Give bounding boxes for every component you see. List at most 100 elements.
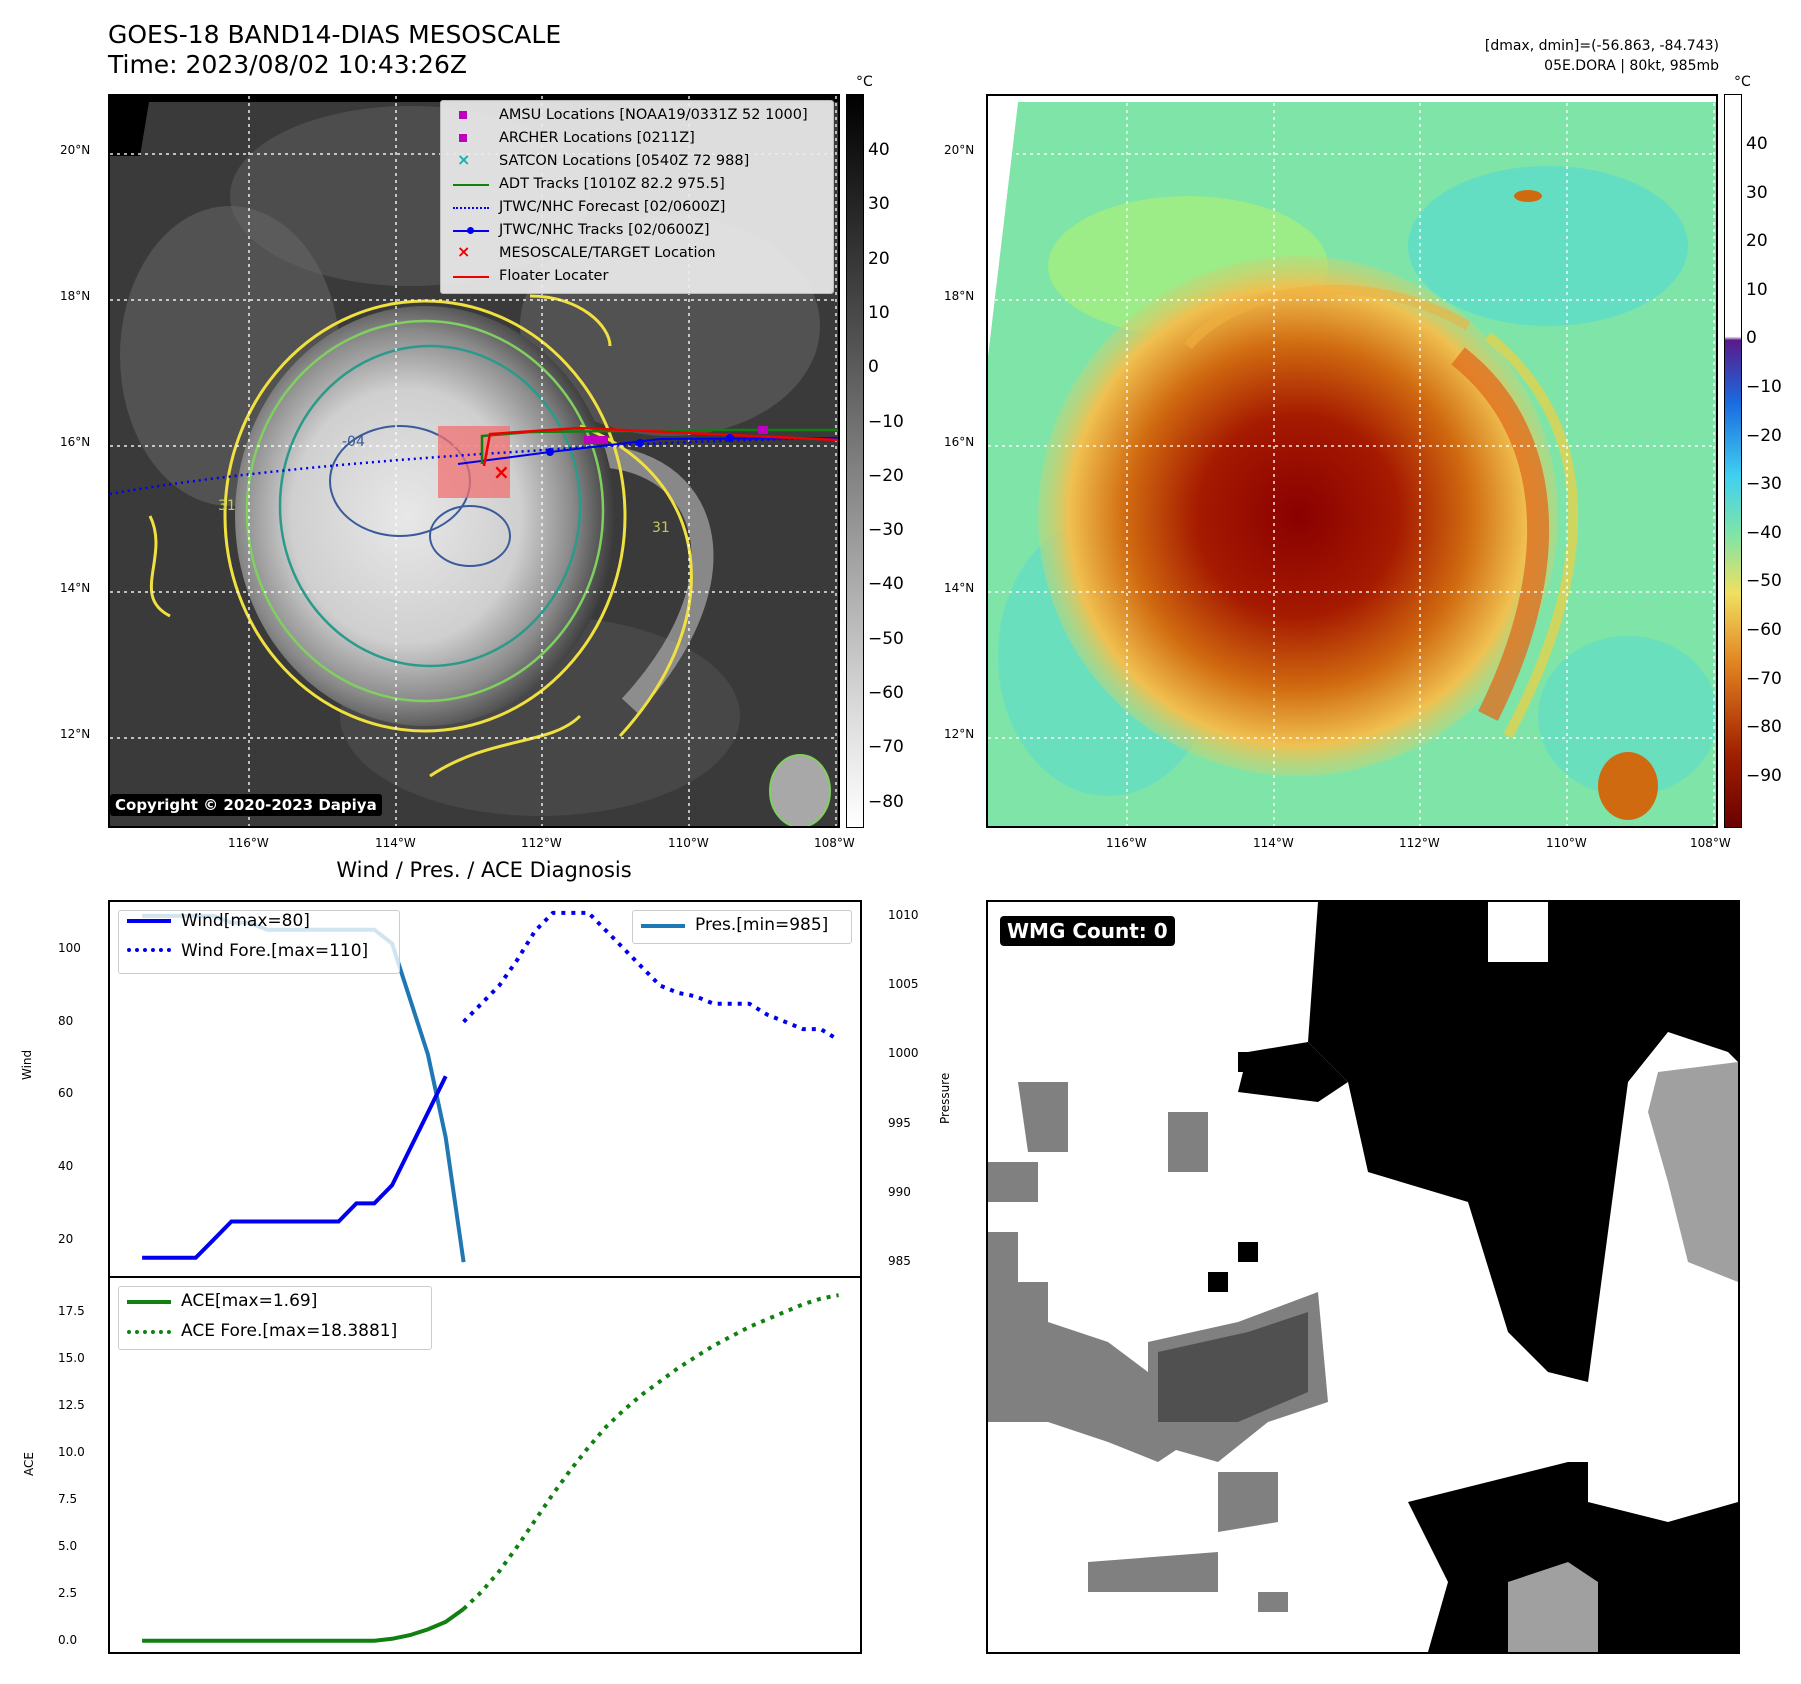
right-lat-label-18: 18°N [944, 289, 975, 303]
left-lat-label-18: 18°N [60, 289, 91, 303]
legend-entry: × SATCON Locations [0540Z 72 988] [441, 150, 831, 173]
right-lat-label-14: 14°N [944, 581, 975, 595]
left-lat-label-14: 14°N [60, 581, 91, 595]
pressure-tick-label: 1005 [888, 977, 919, 992]
legend-label: MESOSCALE/TARGET Location [499, 245, 716, 261]
ir-map-canvas: × 31 -04 31 [110, 96, 838, 826]
storm-info-label: 05E.DORA | 80kt, 985mb [1544, 58, 1719, 74]
wind-fore-legend-swatch [127, 948, 171, 952]
copyright-badge: Copyright © 2020-2023 Dapiya [110, 794, 382, 816]
pressure-tick-label: 990 [888, 1184, 911, 1199]
colorbar-tick-label: −50 [868, 628, 904, 649]
right-lat-label-16: 16°N [944, 435, 975, 449]
legend-label: JTWC/NHC Tracks [02/0600Z] [499, 222, 710, 238]
ace-tick-label: 7.5 [58, 1491, 78, 1506]
legend-label: ARCHER Locations [0211Z] [499, 130, 695, 146]
target-marker: × [493, 460, 510, 484]
colorbar-tick-label: 40 [868, 140, 890, 160]
pressure-tick-label: 1000 [888, 1046, 919, 1061]
left-lon-label-114: 114°W [375, 836, 416, 850]
left-colorbar [846, 94, 864, 828]
legend-entry: ARCHER Locations [0211Z] [441, 128, 831, 150]
right-lon-label-108: 108°W [1690, 836, 1731, 850]
ace-tick-label: 12.5 [58, 1397, 85, 1412]
colorbar-tick-label: 30 [1746, 182, 1768, 203]
contour-label-1: 31 [218, 498, 236, 514]
colorbar-tick-label: 30 [868, 194, 890, 215]
wind-fore-legend-label: Wind Fore.[max=110] [181, 941, 369, 961]
left-lat-label-16: 16°N [60, 435, 91, 449]
legend-swatch: × [457, 150, 471, 169]
legend-swatch [453, 184, 489, 186]
wind-legend-label: Wind[max=80] [181, 911, 310, 931]
legend-entry: × MESOSCALE/TARGET Location [441, 242, 831, 265]
pressure-legend-swatch [641, 924, 685, 928]
colorbar-tick-label: −80 [868, 791, 904, 812]
wind-pressure-plot: Wind[max=80] Wind Fore.[max=110] Pres.[m… [108, 900, 862, 1278]
wmg-panel: WMG Count: 0 [986, 900, 1740, 1654]
colorbar-tick-label: −30 [868, 520, 904, 541]
legend-entry: AMSU Locations [NOAA19/0331Z 52 1000] [441, 105, 831, 127]
colorbar-tick-label: −20 [868, 465, 904, 486]
ace-tick-label: 5.0 [58, 1538, 78, 1553]
ace-tick-label: 0.0 [58, 1632, 78, 1647]
colorbar-tick-label: 10 [1746, 279, 1768, 300]
figure-title: GOES-18 BAND14-DIAS MESOSCALE [108, 20, 562, 49]
colorbar-tick-label: −30 [1746, 474, 1782, 495]
left-lon-label-110: 110°W [668, 836, 709, 850]
wind-axis-label: Wind [20, 1049, 34, 1080]
legend-label: SATCON Locations [0540Z 72 988] [499, 153, 750, 169]
ace-line [142, 1607, 465, 1643]
figure-time: Time: 2023/08/02 10:43:26Z [108, 50, 467, 79]
right-lon-label-110: 110°W [1546, 836, 1587, 850]
legend-entry: ADT Tracks [1010Z 82.2 975.5] [441, 174, 831, 196]
ace-tick-label: 2.5 [58, 1585, 78, 1600]
ace-legend-label: ACE[max=1.69] [181, 1291, 318, 1311]
legend-entry: JTWC/NHC Forecast [02/0600Z] [441, 197, 831, 219]
pressure-tick-label: 1010 [888, 907, 919, 922]
legend-entry: Floater Locater [441, 266, 831, 288]
legend-swatch [453, 207, 489, 209]
left-lon-label-112: 112°W [521, 836, 562, 850]
colorbar-tick-label: −60 [1746, 620, 1782, 640]
pressure-axis-label: Pressure [938, 1072, 952, 1124]
wind-line [142, 1075, 448, 1260]
legend-label: Floater Locater [499, 268, 609, 284]
right-lat-label-12: 12°N [944, 727, 975, 741]
legend-swatch [459, 134, 467, 142]
wind-tick-label: 40 [58, 1159, 74, 1174]
pressure-legend-label: Pres.[min=985] [695, 915, 829, 935]
wind-tick-label: 20 [58, 1231, 74, 1246]
storm-cloud-mass [235, 306, 615, 726]
map-legend: AMSU Locations [NOAA19/0331Z 52 1000] ARC… [440, 100, 834, 294]
ace-forecast-line [462, 1293, 839, 1611]
dmax-dmin-label: [dmax, dmin]=(-56.863, -84.743) [1484, 38, 1719, 54]
contour-label-2: -04 [342, 434, 365, 450]
colorbar-tick-label: −10 [1746, 377, 1782, 397]
left-lat-label-20: 20°N [60, 143, 91, 157]
ace-fore-legend-label: ACE Fore.[max=18.3881] [181, 1321, 398, 1341]
ace-tick-label: 17.5 [58, 1303, 85, 1318]
colorbar-tick-label: −70 [1746, 668, 1782, 689]
colorbar-tick-label: −20 [1746, 425, 1782, 446]
right-colorbar-unit: °C [1734, 74, 1751, 90]
diagnosis-title: Wind / Pres. / ACE Diagnosis [336, 858, 632, 882]
colorbar-tick-label: 20 [1746, 231, 1768, 252]
colorbar-tick-label: −50 [1746, 571, 1782, 592]
ir-grayscale-map: × 31 -04 31 AMSU Locations [NOAA19/0331Z… [108, 94, 840, 828]
left-lat-label-12: 12°N [60, 727, 91, 741]
legend-label: AMSU Locations [NOAA19/0331Z 52 1000] [499, 107, 808, 123]
right-lon-label-116: 116°W [1106, 836, 1147, 850]
ir-color-map [986, 94, 1718, 828]
left-lon-label-108: 108°W [814, 836, 855, 850]
wmg-count-badge: WMG Count: 0 [1000, 916, 1175, 946]
legend-swatch: × [457, 242, 471, 261]
floater-track [482, 426, 838, 467]
ace-legend: ACE[max=1.69] ACE Fore.[max=18.3881] [118, 1286, 432, 1350]
colorbar-tick-label: −70 [868, 737, 904, 758]
wind-tick-label: 100 [58, 941, 81, 956]
right-lon-label-112: 112°W [1399, 836, 1440, 850]
left-lon-label-116: 116°W [228, 836, 269, 850]
ace-fore-legend-swatch [127, 1330, 171, 1334]
no-data-corner [110, 96, 150, 156]
